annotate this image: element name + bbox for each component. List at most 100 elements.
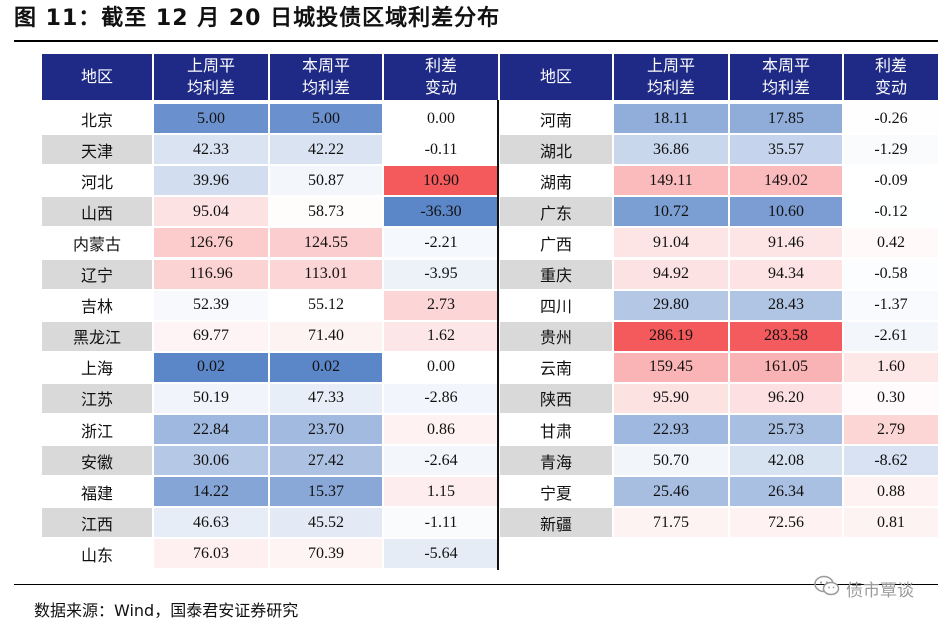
left-chg-cell: -0.11 bbox=[384, 135, 498, 165]
left-region-cell: 山东 bbox=[42, 539, 152, 569]
left-curr-cell: 113.01 bbox=[270, 259, 382, 289]
right-curr-cell: 42.08 bbox=[730, 446, 842, 476]
left-chg-cell: -2.86 bbox=[384, 383, 498, 413]
left-curr-cell: 23.70 bbox=[270, 415, 382, 444]
left-region-cell: 福建 bbox=[42, 477, 152, 507]
right-curr-cell: 28.43 bbox=[730, 290, 842, 320]
right-curr-cell: 96.20 bbox=[730, 383, 842, 413]
left-prev-cell: 30.06 bbox=[154, 446, 268, 476]
right-chg-cell: -0.58 bbox=[844, 259, 938, 289]
left-curr-cell: 27.42 bbox=[270, 446, 382, 476]
left-region-cell: 河北 bbox=[42, 166, 152, 196]
right-curr-cell: 91.46 bbox=[730, 228, 842, 258]
left-prev-cell: 46.63 bbox=[154, 508, 268, 538]
left-curr-cell: 5.00 bbox=[270, 104, 382, 133]
left-chg-cell: 0.00 bbox=[384, 104, 498, 133]
right-prev-cell: 91.04 bbox=[614, 228, 728, 258]
right-curr-cell: 149.02 bbox=[730, 166, 842, 196]
left-prev-cell: 0.02 bbox=[154, 352, 268, 382]
left-prev-cell: 76.03 bbox=[154, 539, 268, 569]
right-region-cell: 重庆 bbox=[500, 259, 612, 289]
left-spread-change-header-line: 变动 bbox=[424, 78, 457, 97]
left-prev-cell: 22.84 bbox=[154, 415, 268, 444]
right-chg-cell: 2.79 bbox=[844, 415, 938, 444]
left-chg-cell: 0.00 bbox=[384, 352, 498, 382]
right-region-cell: 四川 bbox=[500, 290, 612, 320]
right-spread-change-header-line: 利差 bbox=[874, 56, 907, 75]
right-prev-cell: 18.11 bbox=[614, 104, 728, 133]
left-prev-spread-header-line: 均利差 bbox=[186, 78, 235, 97]
right-prev-cell: 95.90 bbox=[614, 383, 728, 413]
left-prev-cell: 5.00 bbox=[154, 104, 268, 133]
left-chg-cell: -36.30 bbox=[384, 197, 498, 227]
right-region-cell: 宁夏 bbox=[500, 477, 612, 507]
left-region-cell: 浙江 bbox=[42, 415, 152, 444]
left-curr-spread-header-line: 均利差 bbox=[301, 78, 350, 97]
left-chg-cell: 1.62 bbox=[384, 321, 498, 351]
right-region-cell: 青海 bbox=[500, 446, 612, 476]
left-curr-cell: 0.02 bbox=[270, 352, 382, 382]
left-prev-cell: 14.22 bbox=[154, 477, 268, 507]
left-chg-cell: -5.64 bbox=[384, 539, 498, 569]
right-region-cell: 广西 bbox=[500, 228, 612, 258]
left-chg-cell: 2.73 bbox=[384, 290, 498, 320]
right-prev-cell: 149.11 bbox=[614, 166, 728, 196]
right-chg-cell: -0.26 bbox=[844, 104, 938, 133]
right-chg-cell: -0.09 bbox=[844, 166, 938, 196]
right-prev-cell: 36.86 bbox=[614, 135, 728, 165]
left-prev-cell: 42.33 bbox=[154, 135, 268, 165]
right-prev-cell: 50.70 bbox=[614, 446, 728, 476]
left-chg-cell: -3.95 bbox=[384, 259, 498, 289]
right-chg-cell: 0.81 bbox=[844, 508, 938, 538]
right-prev-cell: 29.80 bbox=[614, 290, 728, 320]
right-spread-change-header: 利差 变动 bbox=[844, 54, 938, 100]
right-prev-cell: 94.92 bbox=[614, 259, 728, 289]
left-curr-cell: 58.73 bbox=[270, 197, 382, 227]
left-region-cell: 山西 bbox=[42, 197, 152, 227]
left-curr-spread-header-line: 本周平 bbox=[301, 56, 350, 75]
right-chg-cell: -8.62 bbox=[844, 446, 938, 476]
right-curr-cell: 72.56 bbox=[730, 508, 842, 538]
right-chg-cell: 0.42 bbox=[844, 228, 938, 258]
left-curr-cell: 47.33 bbox=[270, 383, 382, 413]
left-curr-cell: 55.12 bbox=[270, 290, 382, 320]
right-chg-cell: 0.88 bbox=[844, 477, 938, 507]
table-divider bbox=[497, 100, 499, 570]
left-region-cell: 上海 bbox=[42, 352, 152, 382]
right-curr-spread-header-line: 本周平 bbox=[761, 56, 810, 75]
right-region-cell: 湖北 bbox=[500, 135, 612, 165]
right-region-cell: 新疆 bbox=[500, 508, 612, 538]
left-prev-cell: 39.96 bbox=[154, 166, 268, 196]
left-chg-cell: -2.64 bbox=[384, 446, 498, 476]
left-prev-cell: 52.39 bbox=[154, 290, 268, 320]
right-region-cell: 广东 bbox=[500, 197, 612, 227]
left-curr-cell: 124.55 bbox=[270, 228, 382, 258]
right-region-cell: 陕西 bbox=[500, 383, 612, 413]
right-prev-cell: 71.75 bbox=[614, 508, 728, 538]
right-curr-cell: 161.05 bbox=[730, 352, 842, 382]
right-prev-cell: 159.45 bbox=[614, 352, 728, 382]
bottom-rule bbox=[14, 584, 938, 585]
right-prev-spread-header-line: 均利差 bbox=[646, 78, 695, 97]
right-region-cell: 河南 bbox=[500, 104, 612, 133]
left-region-cell: 内蒙古 bbox=[42, 228, 152, 258]
left-region-cell: 江西 bbox=[42, 508, 152, 538]
right-prev-cell: 10.72 bbox=[614, 197, 728, 227]
title-rule bbox=[14, 40, 938, 42]
left-chg-cell: 0.86 bbox=[384, 415, 498, 444]
left-chg-cell: -2.21 bbox=[384, 228, 498, 258]
left-region-cell: 吉林 bbox=[42, 290, 152, 320]
right-region-cell: 贵州 bbox=[500, 321, 612, 351]
right-chg-cell: 0.30 bbox=[844, 383, 938, 413]
left-prev-cell: 126.76 bbox=[154, 228, 268, 258]
left-region-cell: 天津 bbox=[42, 135, 152, 165]
right-region-cell: 湖南 bbox=[500, 166, 612, 196]
right-chg-cell: -1.37 bbox=[844, 290, 938, 320]
right-region-cell: 云南 bbox=[500, 352, 612, 382]
right-chg-cell: 1.60 bbox=[844, 352, 938, 382]
left-curr-spread-header: 本周平 均利差 bbox=[270, 54, 382, 100]
right-region-header-line: 地区 bbox=[539, 67, 572, 86]
left-region-cell: 安徽 bbox=[42, 446, 152, 476]
left-prev-cell: 116.96 bbox=[154, 259, 268, 289]
right-curr-cell: 283.58 bbox=[730, 321, 842, 351]
